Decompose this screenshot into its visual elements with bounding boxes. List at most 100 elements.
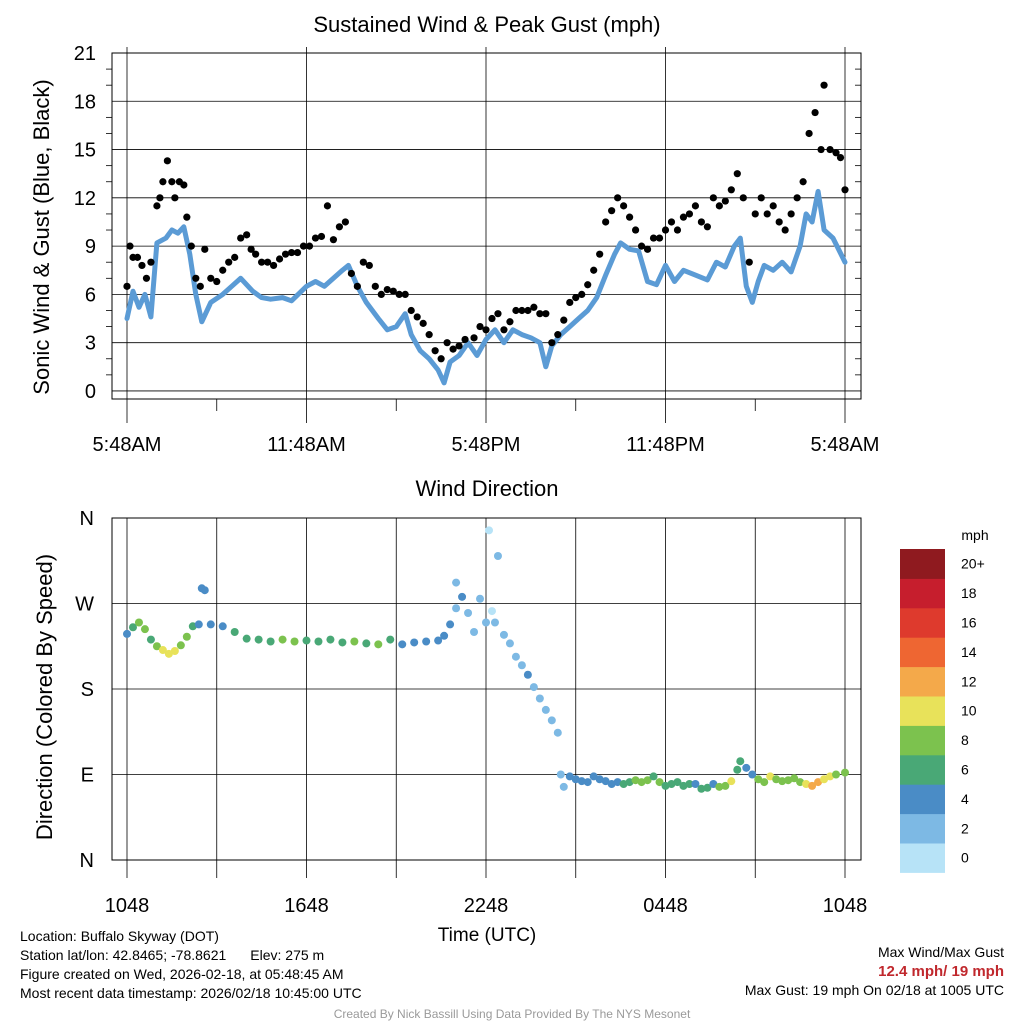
- direction-point: [790, 774, 799, 783]
- bottom-axes: N E S W N 1048 1648 2248 0448 1048: [75, 508, 867, 917]
- peak-gust-point: [751, 210, 759, 218]
- colorbar-cell: [900, 696, 945, 726]
- direction-point: [362, 639, 371, 648]
- peak-gust-point: [275, 255, 284, 263]
- colorbar-label: 20+: [961, 556, 985, 572]
- direction-point: [128, 623, 137, 632]
- peak-gust-point: [207, 274, 215, 282]
- station-line: Station lat/lon: 42.8465; -78.8621 Elev: …: [20, 946, 362, 965]
- peak-gust-point: [757, 194, 765, 202]
- direction-point: [766, 772, 775, 781]
- peak-gust-point: [335, 223, 344, 231]
- peak-gust-point: [159, 178, 167, 186]
- bottom-y-tick-label: N: [80, 508, 94, 530]
- colorbar-labels: 0 2 4 6 8 10 12 14 16 18 20+: [961, 556, 985, 866]
- direction-point: [254, 635, 263, 644]
- colorbar-cell: [900, 637, 945, 668]
- direction-point: [123, 629, 131, 638]
- peak-gust-point: [739, 194, 747, 202]
- wind-direction-panel: Wind Direction Direction (Colored By Spe…: [32, 476, 867, 946]
- direction-point: [715, 782, 724, 791]
- top-y-tick-label: 3: [85, 333, 96, 355]
- direction-point: [290, 637, 299, 646]
- peak-gust-point: [566, 298, 574, 307]
- max-gust-text: Max Gust: 19 mph On 02/18 at 1005 UTC: [744, 982, 1004, 998]
- peak-gust-point: [608, 207, 616, 215]
- peak-gust-point: [620, 202, 628, 210]
- direction-point: [742, 763, 751, 772]
- top-axes: 0 3 6 9 12 15 18 21 5:48AM 11:48AM 5:48PM 11:48PM 5:…: [74, 43, 880, 456]
- wind-gust-panel: Sustained Wind & Peak Gust (mph) Sonic W…: [29, 12, 879, 456]
- direction-point: [529, 683, 538, 692]
- colorbar-label: 12: [961, 673, 977, 689]
- peak-gust-point: [142, 274, 151, 282]
- peak-gust-point: [305, 242, 314, 250]
- peak-gust-point: [715, 202, 723, 210]
- peak-gust-point: [407, 306, 415, 315]
- colorbar-cells: [900, 549, 945, 873]
- top-x-tick-label: 5:48AM: [93, 434, 162, 456]
- direction-point: [553, 728, 562, 737]
- colorbar-label: 16: [961, 615, 977, 631]
- peak-gust-point: [281, 250, 290, 258]
- peak-gust-point: [365, 261, 373, 270]
- peak-gust-point: [126, 242, 134, 250]
- created-text: Figure created on Wed, 2026-02-18, at 05…: [20, 966, 344, 982]
- peak-gust-point: [637, 242, 646, 250]
- max-summary: Max Wind/Max Gust 12.4 mph/ 19 mph Max G…: [745, 943, 1004, 1000]
- direction-point: [703, 783, 712, 792]
- direction-point: [547, 716, 556, 725]
- peak-gust-point: [156, 194, 164, 202]
- direction-point: [464, 609, 473, 617]
- top-x-tick-label: 11:48PM: [626, 434, 705, 456]
- bottom-x-tick-label: 1048: [105, 895, 150, 917]
- credit-line: Created By Nick Bassill Using Data Provi…: [333, 1007, 691, 1021]
- station-latlon: Station lat/lon: 42.8465; -78.8621: [20, 947, 227, 963]
- peak-gust-point: [673, 226, 682, 234]
- peak-gust-point: [775, 218, 783, 226]
- colorbar-label: 8: [961, 732, 969, 748]
- peak-gust-point: [243, 231, 251, 239]
- peak-gust-point: [123, 282, 131, 290]
- peak-gust-point: [578, 290, 586, 298]
- peak-gust-point: [347, 269, 355, 278]
- peak-gust-point: [299, 242, 308, 250]
- colorbar-label: 18: [961, 585, 977, 601]
- direction-point: [476, 594, 485, 603]
- direction-point: [733, 765, 742, 774]
- direction-point: [182, 632, 191, 641]
- colorbar-cell: [900, 549, 945, 579]
- colorbar-label: 2: [961, 820, 969, 836]
- top-y-tick-label: 0: [85, 381, 96, 403]
- direction-point: [736, 757, 745, 766]
- direction-point: [685, 780, 694, 788]
- peak-gust-point: [482, 326, 490, 334]
- peak-gust-point: [679, 213, 688, 221]
- colorbar-cell: [900, 725, 945, 756]
- peak-gust-point: [733, 170, 741, 178]
- peak-gust-point: [524, 306, 532, 315]
- peak-gust-point: [769, 202, 777, 210]
- peak-gust-point: [590, 266, 598, 274]
- peak-gust-point: [168, 178, 176, 186]
- colorbar-cell: [900, 813, 945, 844]
- direction-point: [242, 634, 251, 643]
- direction-point: [499, 630, 508, 639]
- direction-point: [278, 635, 287, 644]
- direction-point: [410, 638, 419, 647]
- top-x-tick-label: 5:48PM: [452, 434, 521, 456]
- peak-gust-point: [626, 213, 634, 221]
- peak-gust-point: [213, 277, 221, 286]
- direction-point: [194, 620, 203, 629]
- max-values: 12.4 mph/ 19 mph: [878, 963, 1004, 980]
- peak-gust-point: [401, 290, 409, 298]
- direction-point: [152, 642, 161, 651]
- direction-point: [808, 781, 817, 790]
- peak-gust-point: [506, 318, 514, 326]
- station-elevation: Elev: 275 m: [250, 947, 325, 963]
- peak-gust-point: [192, 274, 200, 282]
- direction-point: [535, 694, 544, 703]
- colorbar-cell: [900, 666, 945, 697]
- direction-point: [434, 636, 443, 645]
- peak-gust-point: [488, 314, 496, 323]
